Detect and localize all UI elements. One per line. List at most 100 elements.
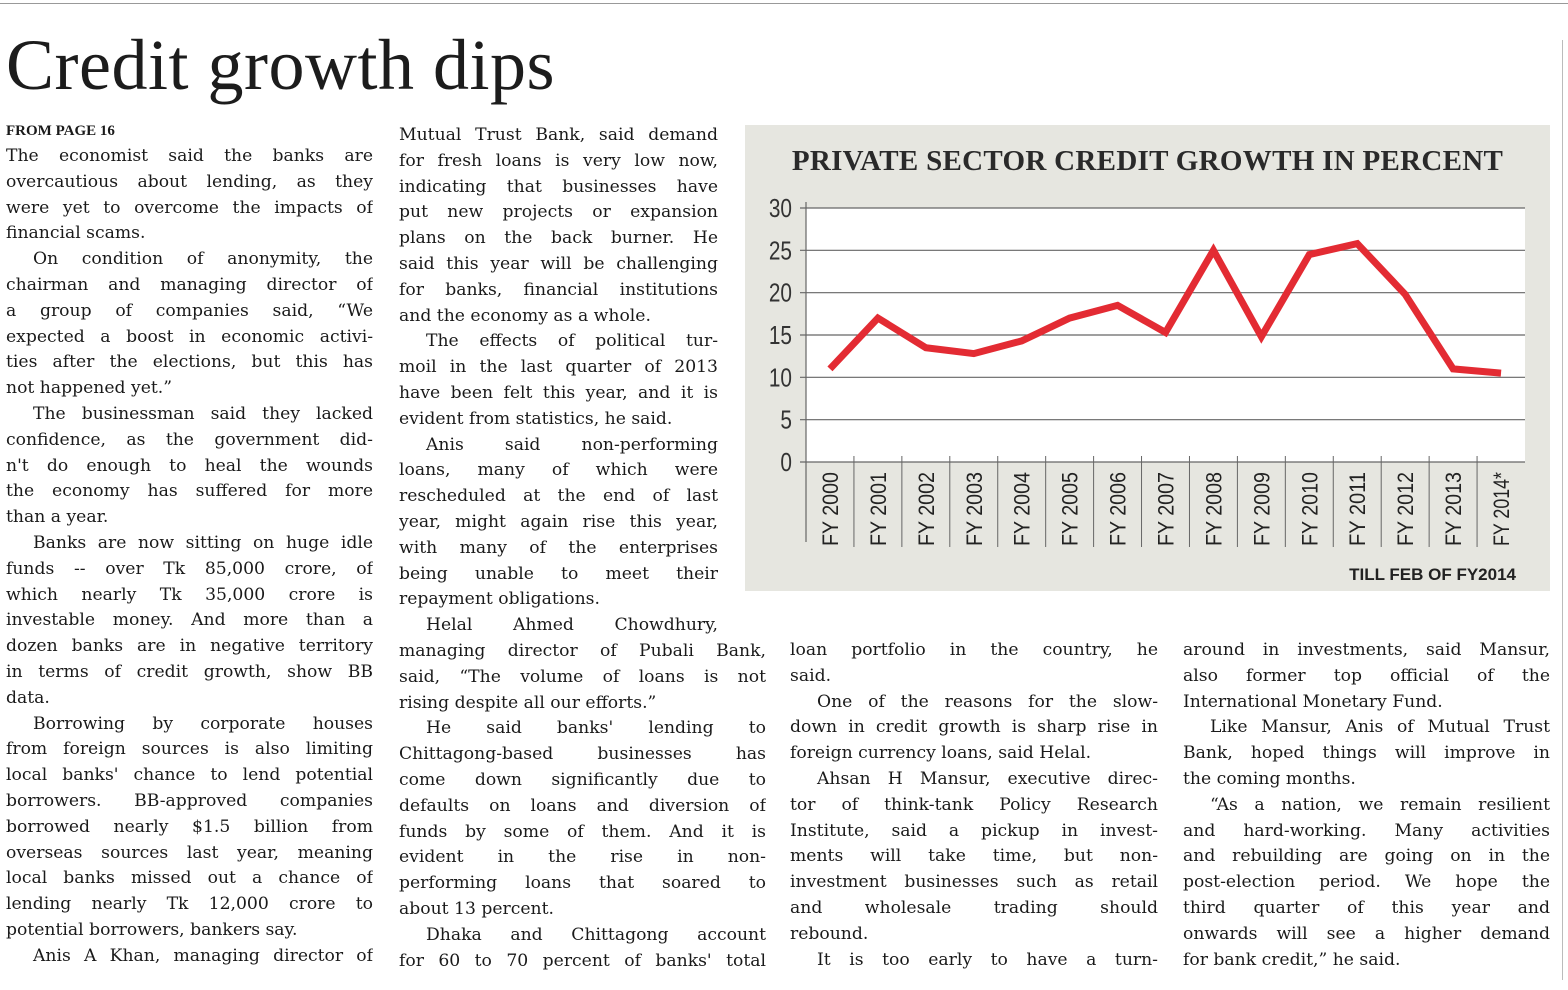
article-line: and the economy as a whole. xyxy=(399,305,651,326)
x-tick-label: FY 2008 xyxy=(1201,472,1226,546)
article-line: a group of companies said, “We xyxy=(6,300,373,321)
article-column-2: Mutual Trust Bank, said demand for fresh … xyxy=(399,123,766,974)
chart-title: PRIVATE SECTOR CREDIT GROWTH IN PERCENT xyxy=(791,145,1504,177)
x-tick-label: FY 2014* xyxy=(1489,472,1514,546)
chart-plot: 0 5 10 15 20 25 30 FY 2000 FY 2001 FY 2002 FY 2003… xyxy=(769,194,1525,547)
article-line: expected a boost in economic activi- xyxy=(6,326,373,347)
article-line: said. xyxy=(790,665,832,686)
x-tick-label: FY 2013 xyxy=(1441,472,1466,546)
article-line: Institute, said a pickup in invest- xyxy=(790,820,1158,841)
article-line: “As a nation, we remain resilient xyxy=(1210,794,1550,815)
y-tick-label: 25 xyxy=(769,236,792,265)
article-line: post-election period. We hope the xyxy=(1183,872,1550,893)
article-line: investment businesses such as retail xyxy=(790,872,1158,893)
article-line: funds by some of them. And it is xyxy=(399,821,766,842)
x-tick-label: FY 2006 xyxy=(1106,472,1131,546)
x-tick-label: FY 2004 xyxy=(1010,472,1035,546)
article-line: lending nearly Tk 12,000 crore to xyxy=(6,894,373,915)
article-line: Helal Ahmed Chowdhury, xyxy=(426,615,718,636)
article-line: which nearly Tk 35,000 crore is xyxy=(6,584,373,605)
article-line: year, might again rise this year, xyxy=(399,511,718,532)
y-tick-label: 20 xyxy=(769,278,792,307)
article-line: financial scams. xyxy=(6,223,146,244)
article-column-4: around in investments, said Mansur, also … xyxy=(1183,638,1550,973)
article-line: ments will take time, but non- xyxy=(790,846,1158,867)
article-line: Anis said non-performing xyxy=(426,434,718,455)
article-line: being unable to meet their xyxy=(399,563,718,584)
article-line: n't do enough to heal the wounds xyxy=(6,455,373,476)
article-line: not happened yet.” xyxy=(6,378,173,399)
from-page-label: FROM PAGE 16 xyxy=(6,123,115,139)
article-line: the coming months. xyxy=(1183,768,1356,789)
article-line: Bank, hoped things will improve in xyxy=(1183,743,1550,764)
article-line: down in credit growth is sharp rise in xyxy=(790,717,1158,738)
article-line: local banks missed out a chance of xyxy=(6,868,373,889)
article-line: defaults on loans and diversion of xyxy=(399,795,766,816)
article-line: Like Mansur, Anis of Mutual Trust xyxy=(1210,717,1550,738)
chart-note: TILL FEB OF FY2014 xyxy=(1349,565,1516,584)
article-line: rebound. xyxy=(790,923,869,944)
y-tick-label: 10 xyxy=(769,363,792,392)
article-line: said this year will be challenging xyxy=(399,253,718,274)
article-line: Borrowing by corporate houses xyxy=(33,713,373,734)
article-line: than a year. xyxy=(6,507,109,528)
article-line: about 13 percent. xyxy=(399,898,554,919)
article-line: for fresh loans is very low now, xyxy=(399,150,718,171)
article-line: indicating that businesses have xyxy=(399,176,718,197)
article-line: around in investments, said Mansur, xyxy=(1183,640,1550,660)
article-line: for 60 to 70 percent of banks' total xyxy=(399,950,766,971)
x-tick-label: FY 2000 xyxy=(818,472,843,546)
article-line: rescheduled at the end of last xyxy=(399,486,718,507)
y-tick-label: 30 xyxy=(769,194,792,223)
article-line: the economy has suffered for more xyxy=(6,481,373,502)
x-tick-label: FY 2009 xyxy=(1249,472,1274,546)
x-tick-label: FY 2012 xyxy=(1393,472,1418,546)
article-column-1: The economist said the banks are overcaut… xyxy=(6,144,373,970)
article-line: It is too early to have a turn- xyxy=(817,949,1158,970)
article-line: for bank credit,” he said. xyxy=(1183,949,1401,970)
credit-growth-chart: PRIVATE SECTOR CREDIT GROWTH IN PERCENT … xyxy=(745,125,1550,591)
x-tick-label: FY 2007 xyxy=(1154,472,1179,546)
x-tick-label: FY 2003 xyxy=(962,472,987,546)
article-line: for banks, financial institutions xyxy=(399,279,718,300)
x-tick-label: FY 2002 xyxy=(914,472,939,546)
article-line: International Monetary Fund. xyxy=(1183,691,1443,712)
article-line: Ahsan H Mansur, executive direc- xyxy=(817,768,1158,789)
article-line: overcautious about lending, as they xyxy=(6,171,373,192)
article-line: loans, many of which were xyxy=(399,460,718,481)
article-line: have been felt this year, and it is xyxy=(399,382,718,403)
article-line: put new projects or expansion xyxy=(399,202,718,223)
article-line: performing loans that soared to xyxy=(399,873,766,894)
article-line: investable money. And more than a xyxy=(6,610,373,631)
x-tick-label: FY 2011 xyxy=(1345,472,1370,546)
article-line: rising despite all our efforts.” xyxy=(399,692,657,713)
right-rule xyxy=(1562,40,1563,980)
article-line: foreign currency loans, said Helal. xyxy=(790,743,1092,764)
article-line: and hard-working. Many activities xyxy=(1183,820,1550,841)
article-line: Dhaka and Chittagong account xyxy=(426,924,766,945)
article-line: Anis A Khan, managing director of xyxy=(33,945,373,966)
article-line: repayment obligations. xyxy=(399,589,600,610)
article-line: tor of think-tank Policy Research xyxy=(790,794,1158,815)
headline: Credit growth dips xyxy=(6,25,555,105)
article-line: come down significantly due to xyxy=(399,769,766,790)
article-line: local banks' chance to lend potential xyxy=(6,765,373,786)
article-line: were yet to overcome the impacts of xyxy=(6,197,373,218)
article-line: The businessman said they lacked xyxy=(33,403,373,424)
top-rule xyxy=(0,3,1568,4)
article-line: in terms of credit growth, show BB xyxy=(6,661,373,682)
article-line: also former top official of the xyxy=(1183,665,1550,686)
article-line: onwards will see a higher demand xyxy=(1183,923,1550,944)
article-line: Chittagong-based businesses has xyxy=(399,744,766,765)
article-line: One of the reasons for the slow- xyxy=(817,691,1158,712)
article-line: third quarter of this year and xyxy=(1183,897,1550,918)
article-line: potential borrowers, bankers say. xyxy=(6,919,298,940)
article-line: with many of the enterprises xyxy=(399,537,718,558)
article-line: said, “The volume of loans is not xyxy=(399,666,766,687)
article-line: Mutual Trust Bank, said demand xyxy=(399,125,718,145)
article-line: ties after the elections, but this has xyxy=(6,352,373,373)
y-tick-label: 15 xyxy=(769,321,792,350)
article-line: confidence, as the government did- xyxy=(6,429,373,450)
article-line: moil in the last quarter of 2013 xyxy=(399,357,718,378)
x-tick-label: FY 2001 xyxy=(866,472,891,546)
